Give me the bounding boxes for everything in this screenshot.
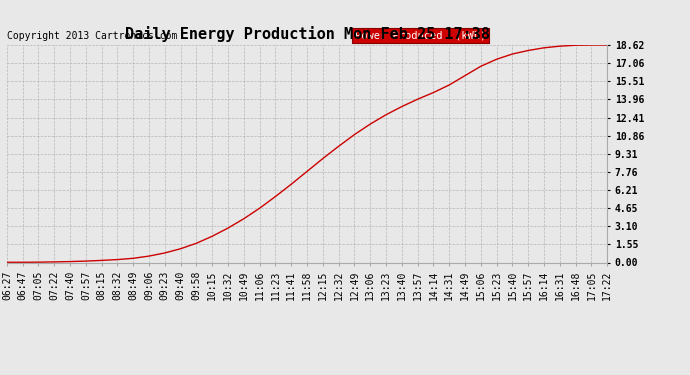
- Title: Daily Energy Production Mon Feb 25 17:38: Daily Energy Production Mon Feb 25 17:38: [125, 27, 489, 42]
- Text: Power Produced  (kWh): Power Produced (kWh): [355, 31, 486, 40]
- Text: Copyright 2013 Cartronics.com: Copyright 2013 Cartronics.com: [7, 31, 177, 40]
